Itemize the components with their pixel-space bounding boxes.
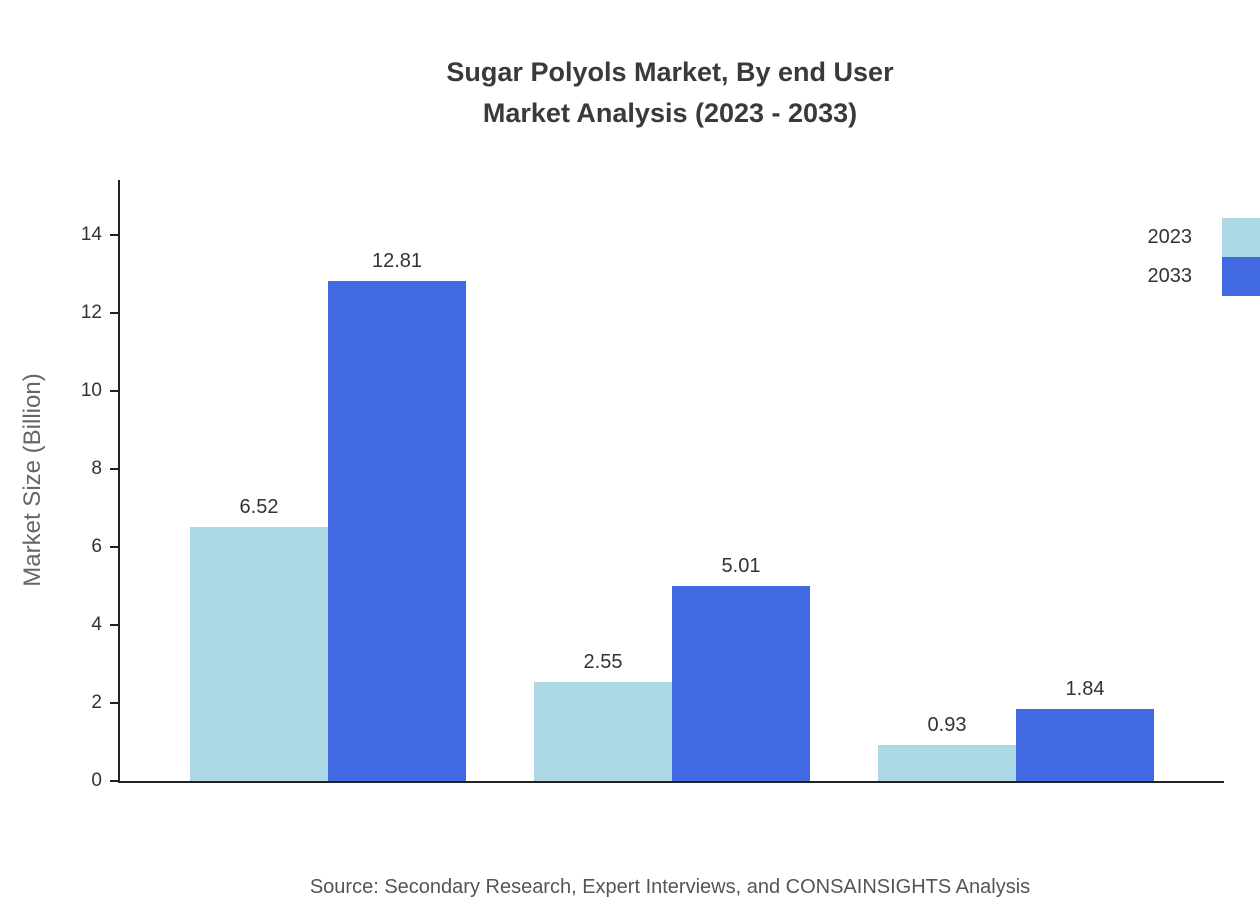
chart-title: Sugar Polyols Market, By end User Market…	[118, 52, 1222, 134]
bar-value-label: 2.55	[583, 651, 623, 673]
y-tick-mark	[110, 702, 119, 704]
y-axis-title: Market Size (Billion)	[19, 373, 46, 587]
bar-2023-1	[190, 527, 328, 781]
bar-2033-1	[328, 281, 466, 781]
chart-title-line2: Market Analysis (2023 - 2033)	[482, 98, 858, 128]
bar-2023-2	[534, 682, 672, 781]
bar-2023-3	[878, 745, 1016, 781]
y-tick-mark	[110, 312, 119, 314]
y-tick-label: 14	[80, 224, 102, 245]
plot-area: 0 2 4 6 8 10 12 14 6.52 12.81 2.55 5.01 0.93 1.84	[81, 180, 1224, 791]
y-tick-label: 6	[91, 536, 102, 557]
legend-item-2023: 2023	[1148, 218, 1260, 257]
y-tick-label: 4	[91, 614, 102, 635]
y-tick-label: 8	[91, 458, 102, 479]
bar-value-label: 6.52	[239, 496, 279, 518]
chart-title-line1: Sugar Polyols Market, By end User	[446, 57, 894, 87]
legend: 2023 2033	[1148, 218, 1260, 296]
y-tick-label: 0	[91, 770, 102, 791]
legend-swatch-icon	[1222, 257, 1260, 296]
y-tick-mark	[110, 468, 119, 470]
y-tick-label: 2	[91, 692, 102, 713]
y-tick-label: 12	[80, 302, 102, 323]
y-tick-mark	[110, 624, 119, 626]
legend-item-2033: 2033	[1148, 257, 1260, 296]
bar-2033-3	[1016, 709, 1154, 781]
bar-2033-2	[672, 586, 810, 781]
y-tick-label: 10	[80, 380, 102, 401]
bar-value-label: 1.84	[1065, 678, 1105, 700]
y-tick-mark	[110, 780, 119, 782]
y-tick-mark	[110, 546, 119, 548]
legend-label: 2023	[1147, 226, 1193, 248]
y-tick-mark	[110, 390, 119, 392]
bar-value-label: 5.01	[721, 555, 761, 577]
source-note: Source: Secondary Research, Expert Inter…	[309, 876, 1031, 898]
bar-value-label: 12.81	[371, 250, 423, 272]
legend-label: 2033	[1147, 265, 1193, 287]
y-tick-mark	[110, 234, 119, 236]
legend-swatch-icon	[1222, 218, 1260, 257]
bar-value-label: 0.93	[927, 714, 967, 736]
